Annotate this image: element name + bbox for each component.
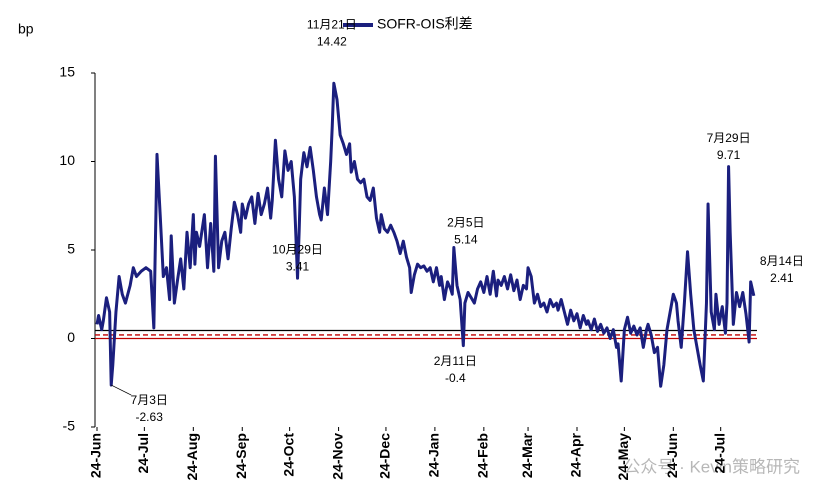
y-tick-label: -5 [63, 418, 76, 434]
x-tick-label: 24-Jun [88, 433, 104, 478]
x-tick-label: 24-Nov [329, 433, 345, 480]
annotation-date: 8月14日 [760, 254, 804, 268]
annotation-value: 5.14 [454, 233, 478, 247]
annotation-date: 11月21日 [307, 17, 357, 31]
x-tick-label: 24-Apr [568, 432, 584, 477]
watermark: 公众号 · Kevin策略研究 [623, 457, 800, 476]
annotation-value: 14.42 [317, 34, 347, 48]
y-tick-label: 5 [67, 241, 75, 257]
annotation-date: 2月11日 [434, 354, 477, 368]
x-tick-label: 24-Jun [664, 433, 680, 478]
x-tick-label: 24-Jul [711, 433, 727, 473]
annotation-value: 9.71 [717, 148, 741, 162]
legend-label: SOFR-OIS利差 [377, 16, 473, 32]
y-axis-label: bp [18, 21, 34, 37]
x-tick-label: 24-Mar [519, 432, 535, 478]
annotation-value: -2.63 [136, 410, 164, 424]
x-tick-label: 24-Dec [377, 433, 393, 479]
y-tick-label: 15 [59, 64, 75, 80]
y-tick-label: 0 [67, 329, 75, 345]
annotation-value: 3.41 [286, 259, 310, 273]
series-line [95, 81, 756, 388]
annotation-value: 2.41 [770, 271, 794, 285]
x-tick-label: 24-Jan [426, 433, 442, 477]
x-tick-label: 24-May [615, 433, 631, 481]
annotation-date: 7月29日 [707, 131, 751, 145]
annotation-leader [111, 384, 132, 396]
x-tick-label: 24-Jul [135, 433, 151, 473]
annotation-date: 2月5日 [447, 216, 484, 230]
x-tick-label: 24-Aug [184, 433, 200, 480]
annotation-value: -0.4 [445, 371, 466, 385]
x-tick-label: 24-Sep [233, 433, 249, 479]
x-tick-label: 24-Oct [280, 433, 296, 477]
annotation-date: 7月3日 [131, 393, 168, 407]
annotation-date: 10月29日 [272, 242, 323, 256]
x-tick-label: 24-Feb [475, 433, 491, 478]
y-tick-label: 10 [59, 152, 75, 168]
